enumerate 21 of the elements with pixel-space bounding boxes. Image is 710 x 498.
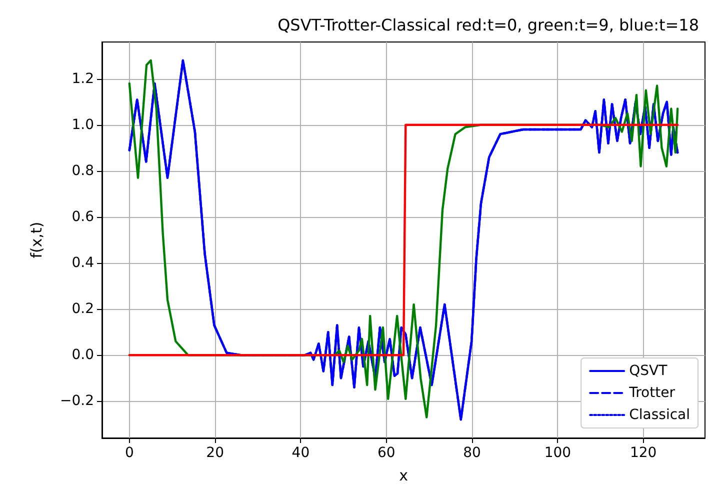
x-tick-label: 100 xyxy=(544,445,572,461)
legend-label: Classical xyxy=(629,407,690,423)
legend-label: QSVT xyxy=(629,363,668,379)
x-tick-label: 80 xyxy=(463,445,481,461)
chart-title: QSVT-Trotter-Classical red:t=0, green:t=9, blue:t=18 xyxy=(278,16,700,34)
x-tick-label: 0 xyxy=(124,445,134,461)
legend-label: Trotter xyxy=(628,385,676,401)
y-tick-label: 0.8 xyxy=(72,162,94,179)
y-tick-label: −0.2 xyxy=(60,393,94,410)
x-tick-label: 120 xyxy=(630,445,657,461)
y-tick-label: 0.2 xyxy=(72,301,94,318)
x-tick-label: 20 xyxy=(206,445,224,461)
y-tick-label: 0.0 xyxy=(72,347,94,364)
y-tick-label: 1.2 xyxy=(72,70,94,87)
y-tick-label: 1.0 xyxy=(72,116,94,133)
y-axis-title: f(x,t) xyxy=(28,222,46,258)
x-tick-label: 60 xyxy=(377,445,396,461)
y-tick-label: 0.4 xyxy=(72,255,94,272)
y-tick-label: 0.6 xyxy=(72,208,94,225)
x-axis-title: x xyxy=(399,466,408,484)
x-tick-label: 40 xyxy=(292,445,310,461)
